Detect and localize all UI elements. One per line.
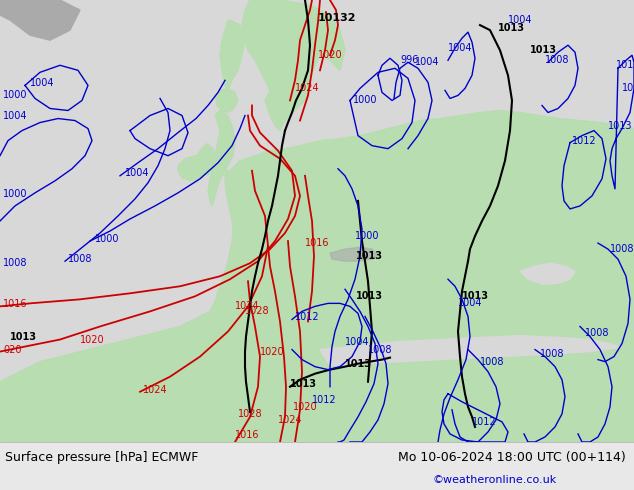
Text: 1013: 1013: [608, 121, 633, 130]
Text: 1016: 1016: [3, 299, 27, 309]
Text: 1008: 1008: [610, 244, 634, 254]
Text: 1013: 1013: [356, 292, 383, 301]
Text: 1013: 1013: [622, 83, 634, 94]
Text: 1004: 1004: [508, 15, 533, 25]
Text: 1000: 1000: [355, 231, 380, 241]
Polygon shape: [300, 347, 634, 442]
Text: 1004: 1004: [458, 298, 482, 308]
Polygon shape: [225, 259, 330, 309]
Text: 1012: 1012: [295, 313, 320, 322]
Text: Surface pressure [hPa] ECMWF: Surface pressure [hPa] ECMWF: [5, 451, 198, 465]
Polygon shape: [0, 0, 80, 40]
Text: 1008: 1008: [480, 357, 505, 367]
Text: 1013: 1013: [356, 251, 383, 261]
Polygon shape: [178, 156, 210, 181]
Text: 1012: 1012: [472, 417, 496, 427]
Text: 1016: 1016: [235, 430, 259, 440]
Text: 1008: 1008: [540, 348, 564, 359]
Text: 1020: 1020: [318, 50, 342, 60]
Text: 1000: 1000: [95, 234, 119, 244]
Polygon shape: [330, 247, 378, 261]
Text: 020: 020: [3, 344, 22, 355]
Text: 996: 996: [400, 55, 418, 65]
Polygon shape: [0, 111, 634, 442]
Text: 1016: 1016: [305, 238, 330, 248]
Text: 1028: 1028: [245, 306, 269, 317]
Text: ©weatheronline.co.uk: ©weatheronline.co.uk: [432, 475, 556, 485]
Text: 1004: 1004: [415, 57, 439, 67]
Text: 1000: 1000: [3, 189, 27, 199]
Polygon shape: [208, 111, 235, 206]
Polygon shape: [220, 20, 245, 90]
Text: 1013: 1013: [530, 45, 557, 55]
Text: 1013: 1013: [345, 359, 372, 368]
Text: 1004: 1004: [125, 168, 150, 178]
Polygon shape: [520, 263, 575, 284]
Text: 1008: 1008: [545, 55, 569, 65]
Text: 1004: 1004: [30, 78, 55, 88]
Text: 1000: 1000: [3, 91, 27, 100]
Text: 1012: 1012: [616, 60, 634, 70]
Polygon shape: [242, 0, 345, 131]
Text: 1000: 1000: [353, 96, 377, 105]
Text: 1028: 1028: [238, 409, 262, 419]
Text: 1020: 1020: [260, 346, 285, 357]
Text: 1013: 1013: [462, 292, 489, 301]
Text: 1013: 1013: [290, 379, 317, 389]
Text: 1013: 1013: [10, 332, 37, 342]
Polygon shape: [215, 88, 238, 113]
Text: 1024: 1024: [235, 301, 260, 311]
Text: 1004: 1004: [345, 337, 370, 346]
Text: 1008: 1008: [368, 344, 392, 355]
Text: 1012: 1012: [312, 395, 337, 405]
Text: 1024: 1024: [295, 83, 320, 94]
Text: 1004: 1004: [3, 111, 27, 121]
Text: 1004: 1004: [448, 43, 472, 53]
Polygon shape: [320, 336, 620, 366]
Text: 1024: 1024: [278, 415, 302, 425]
Text: 1008: 1008: [68, 254, 93, 264]
Text: 1013: 1013: [498, 23, 525, 33]
Polygon shape: [197, 144, 215, 175]
Text: 1020: 1020: [80, 335, 105, 344]
Text: 1024: 1024: [143, 385, 167, 395]
Text: 1020: 1020: [293, 402, 318, 412]
Text: 10132: 10132: [318, 13, 356, 23]
Text: Mo 10-06-2024 18:00 UTC (00+114): Mo 10-06-2024 18:00 UTC (00+114): [398, 451, 626, 465]
Text: 1012: 1012: [572, 136, 597, 146]
Text: 1008: 1008: [585, 328, 609, 339]
Text: 1008: 1008: [3, 258, 27, 268]
